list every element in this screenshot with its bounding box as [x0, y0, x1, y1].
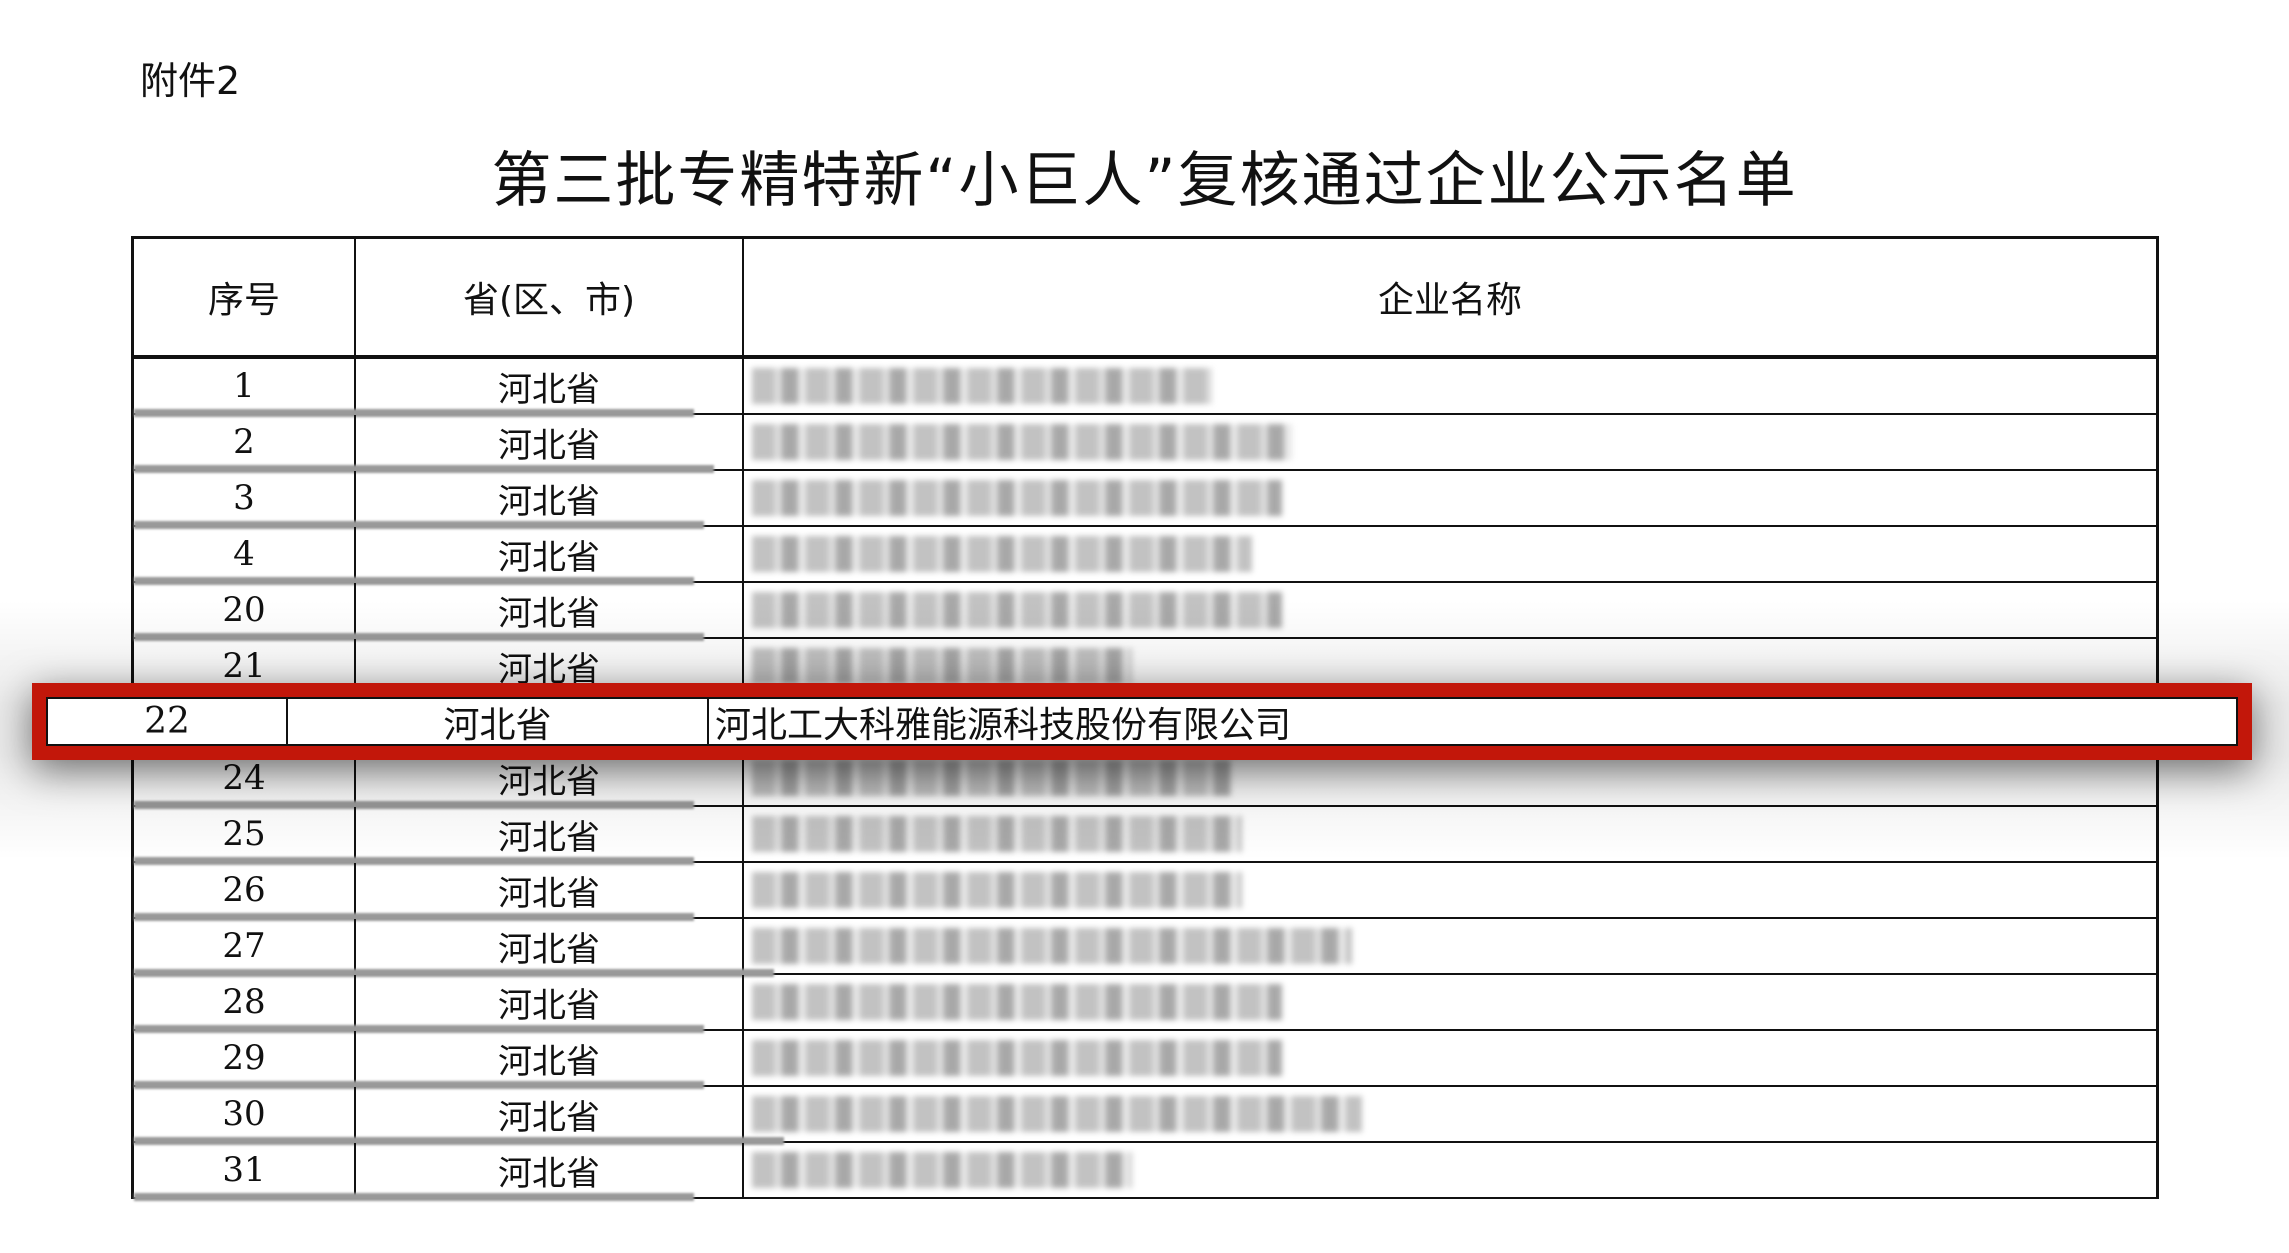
table-row: 28 河北省 — [134, 975, 2156, 1033]
row-company-redacted — [134, 919, 2156, 977]
attachment-label: 附件2 — [140, 59, 241, 103]
row-province: 河北省 — [356, 471, 744, 525]
header-number: 序号 — [134, 239, 356, 355]
highlight-province: 河北省 — [288, 699, 709, 746]
row-number: 20 — [134, 583, 356, 637]
row-province: 河北省 — [356, 751, 744, 805]
row-province: 河北省 — [356, 1031, 744, 1085]
table-row: 26 河北省 — [134, 863, 2156, 921]
row-number: 26 — [134, 863, 356, 917]
row-company-redacted — [134, 471, 2156, 529]
row-company-redacted — [134, 863, 2156, 921]
row-number: 1 — [134, 359, 356, 413]
row-province: 河北省 — [356, 863, 744, 917]
highlighted-row: 22 河北省 河北工大科雅能源科技股份有限公司 — [32, 683, 2252, 760]
table-row: 25 河北省 — [134, 807, 2156, 865]
row-number: 24 — [134, 751, 356, 805]
company-table: 序号 省(区、市) 企业名称 1 河北省 2 河北省 3 河北省 4 河北省 2… — [131, 236, 2159, 1201]
row-company-redacted — [134, 527, 2156, 585]
row-company-redacted — [134, 583, 2156, 641]
row-province: 河北省 — [356, 1143, 744, 1197]
row-company-redacted — [134, 1031, 2156, 1089]
row-number: 25 — [134, 807, 356, 861]
row-number: 2 — [134, 415, 356, 469]
row-company-redacted — [134, 1143, 2156, 1201]
row-province: 河北省 — [356, 415, 744, 469]
row-number: 4 — [134, 527, 356, 581]
row-province: 河北省 — [356, 583, 744, 637]
row-province: 河北省 — [356, 359, 744, 413]
table-row: 2 河北省 — [134, 415, 2156, 473]
row-company-redacted — [134, 359, 2156, 417]
page-title: 第三批专精特新“小巨人”复核通过企业公示名单 — [491, 146, 1798, 216]
header-company: 企业名称 — [1377, 280, 1522, 321]
table-header: 序号 省(区、市) 企业名称 — [134, 239, 2156, 359]
row-number: 30 — [134, 1087, 356, 1141]
row-company-redacted — [134, 975, 2156, 1033]
row-province: 河北省 — [356, 975, 744, 1029]
table-row: 1 河北省 — [134, 359, 2156, 417]
table-row: 24 河北省 — [134, 751, 2156, 809]
row-number: 31 — [134, 1143, 356, 1197]
table-row: 4 河北省 — [134, 527, 2156, 585]
row-company-redacted — [134, 1087, 2156, 1145]
table-row: 31 河北省 — [134, 1143, 2156, 1201]
row-number: 27 — [134, 919, 356, 973]
row-province: 河北省 — [356, 1087, 744, 1141]
table-row: 29 河北省 — [134, 1031, 2156, 1089]
row-number: 3 — [134, 471, 356, 525]
row-number: 28 — [134, 975, 356, 1029]
highlight-company: 河北工大科雅能源科技股份有限公司 — [715, 704, 1292, 746]
table-row: 27 河北省 — [134, 919, 2156, 977]
row-province: 河北省 — [356, 639, 744, 693]
table-row: 20 河北省 — [134, 583, 2156, 641]
header-province: 省(区、市) — [356, 239, 744, 355]
row-number: 21 — [134, 639, 356, 693]
table-row: 30 河北省 — [134, 1087, 2156, 1145]
row-province: 河北省 — [356, 919, 744, 973]
row-number: 29 — [134, 1031, 356, 1085]
table-row: 3 河北省 — [134, 471, 2156, 529]
highlight-number: 22 — [48, 699, 288, 744]
row-company-redacted — [134, 807, 2156, 865]
row-company-redacted — [134, 415, 2156, 473]
row-province: 河北省 — [356, 527, 744, 581]
row-province: 河北省 — [356, 807, 744, 861]
row-company-redacted — [134, 751, 2156, 809]
